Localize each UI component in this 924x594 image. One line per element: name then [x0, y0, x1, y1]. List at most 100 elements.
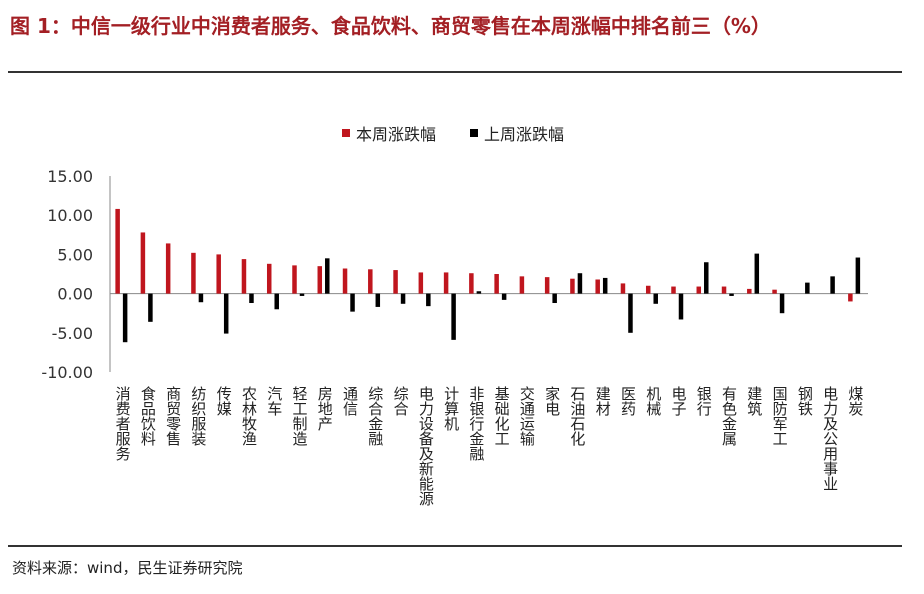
x-tick-label: 综合金融 — [366, 386, 384, 446]
bar-last-week — [653, 293, 658, 304]
x-tick-label: 计算机 — [442, 386, 460, 432]
x-tick-label: 汽车 — [265, 386, 283, 416]
bar-this-week — [216, 254, 221, 294]
x-tick-label: 农林牧渔 — [240, 386, 258, 446]
bar-this-week — [292, 265, 297, 294]
bar-this-week — [393, 270, 398, 294]
x-tick-label: 石油石化 — [568, 386, 586, 446]
y-tick-label: 10.00 — [47, 206, 93, 225]
x-tick-label: 煤炭 — [846, 386, 864, 416]
x-tick-label: 房地产 — [316, 386, 334, 431]
bar-last-week — [501, 293, 507, 300]
bar-this-week — [544, 277, 550, 294]
x-tick-label: 建材 — [594, 386, 612, 416]
bars — [115, 208, 861, 343]
bar-last-week — [274, 293, 279, 310]
bar-last-week — [198, 293, 204, 303]
bar-last-week — [855, 257, 861, 294]
bar-last-week — [577, 273, 583, 294]
legend: 本周涨跌幅 上周涨跌幅 — [342, 125, 564, 144]
bar-this-week — [519, 276, 525, 294]
bar-last-week — [754, 253, 760, 294]
legend-label: 上周涨跌幅 — [484, 125, 564, 144]
bar-last-week — [704, 262, 709, 294]
y-axis: 15.00 10.00 5.00 0.00 -5.00 -10.00 — [41, 167, 868, 382]
bar-this-week — [443, 272, 449, 294]
bar-this-week — [165, 243, 171, 294]
bar-last-week — [602, 277, 608, 294]
bar-this-week — [848, 293, 853, 302]
x-tick-label: 商贸零售 — [164, 386, 182, 446]
legend-swatch — [470, 129, 478, 137]
x-tick-label: 医药 — [619, 386, 637, 417]
x-tick-label: 轻工制造 — [291, 386, 309, 447]
legend-label: 本周涨跌幅 — [356, 125, 436, 144]
bar-last-week — [375, 293, 381, 307]
bar-this-week — [721, 286, 727, 294]
x-tick-label: 纺织服装 — [189, 386, 207, 446]
x-tick-label: 电力设备及新能源 — [417, 386, 435, 506]
x-tick-label: 基础化工 — [493, 386, 511, 446]
bar-this-week — [140, 232, 146, 294]
bar-this-week — [115, 208, 120, 294]
bar-this-week — [342, 268, 348, 294]
y-tick-label: -10.00 — [41, 363, 93, 382]
x-tick-label: 机械 — [644, 386, 662, 416]
source-rule — [8, 545, 902, 547]
bar-this-week — [418, 272, 424, 294]
x-tick-label: 国防军工 — [771, 386, 789, 446]
bar-this-week — [191, 252, 196, 294]
bar-last-week — [628, 293, 633, 333]
x-tick-label: 有色金属 — [720, 386, 738, 446]
bar-last-week — [122, 293, 128, 343]
bar-last-week — [830, 276, 835, 294]
bar-last-week — [299, 293, 305, 296]
bar-this-week — [696, 286, 702, 294]
bar-last-week — [400, 293, 406, 304]
bar-last-week — [729, 293, 734, 296]
bar-last-week — [249, 293, 254, 304]
x-tick-label: 消费者服务 — [114, 386, 132, 462]
y-tick-label: 15.00 — [47, 167, 93, 186]
bar-this-week — [772, 289, 777, 294]
x-tick-label: 钢铁 — [796, 386, 814, 416]
bar-last-week — [476, 291, 482, 294]
x-tick-label: 非银行金融 — [467, 386, 485, 461]
bar-this-week — [368, 269, 373, 294]
bar-last-week — [451, 293, 456, 340]
legend-swatch — [342, 129, 350, 137]
bar-this-week — [266, 263, 272, 294]
bar-this-week — [747, 288, 752, 294]
x-tick-label: 食品饮料 — [139, 386, 157, 446]
x-tick-label: 通信 — [341, 386, 359, 416]
bar-last-week — [805, 282, 810, 294]
x-tick-label: 交通运输 — [518, 385, 536, 446]
x-tick-label: 传媒 — [215, 386, 233, 416]
bar-chart: 本周涨跌幅 上周涨跌幅 15.00 10.00 5.00 0.00 -5.00 -10.00… — [41, 125, 868, 506]
bar-last-week — [779, 293, 785, 314]
bar-this-week — [595, 279, 600, 294]
x-axis-labels: 消费者服务 食品饮料 商贸零售 纺织服装 传媒 农林牧渔 汽车 轻工制造 房地产 通信 综合金融 综合… — [114, 385, 865, 506]
bar-last-week — [223, 293, 229, 334]
bar-this-week — [671, 286, 676, 294]
x-tick-label: 家电 — [543, 386, 561, 416]
bar-this-week — [469, 273, 474, 294]
x-tick-label: 建筑 — [745, 386, 763, 417]
bar-last-week — [426, 293, 431, 307]
x-tick-label: 电子 — [670, 386, 688, 416]
title-rule — [8, 71, 902, 73]
bar-this-week — [494, 274, 499, 294]
y-tick-label: 0.00 — [57, 285, 93, 304]
y-tick-label: -5.00 — [52, 324, 93, 343]
bar-this-week — [620, 283, 626, 294]
bar-this-week — [570, 278, 575, 294]
y-tick-label: 5.00 — [57, 245, 93, 264]
bar-this-week — [241, 259, 247, 294]
x-tick-label: 银行 — [695, 386, 713, 417]
source-note: 资料来源：wind，民生证券研究院 — [12, 559, 243, 577]
bar-last-week — [325, 258, 330, 294]
bar-this-week — [645, 285, 651, 294]
bar-last-week — [148, 293, 153, 322]
chart-title: 图 1：中信一级行业中消费者服务、食品饮料、商贸零售在本周涨幅中排名前三（%） — [10, 14, 771, 38]
bar-last-week — [350, 293, 355, 312]
